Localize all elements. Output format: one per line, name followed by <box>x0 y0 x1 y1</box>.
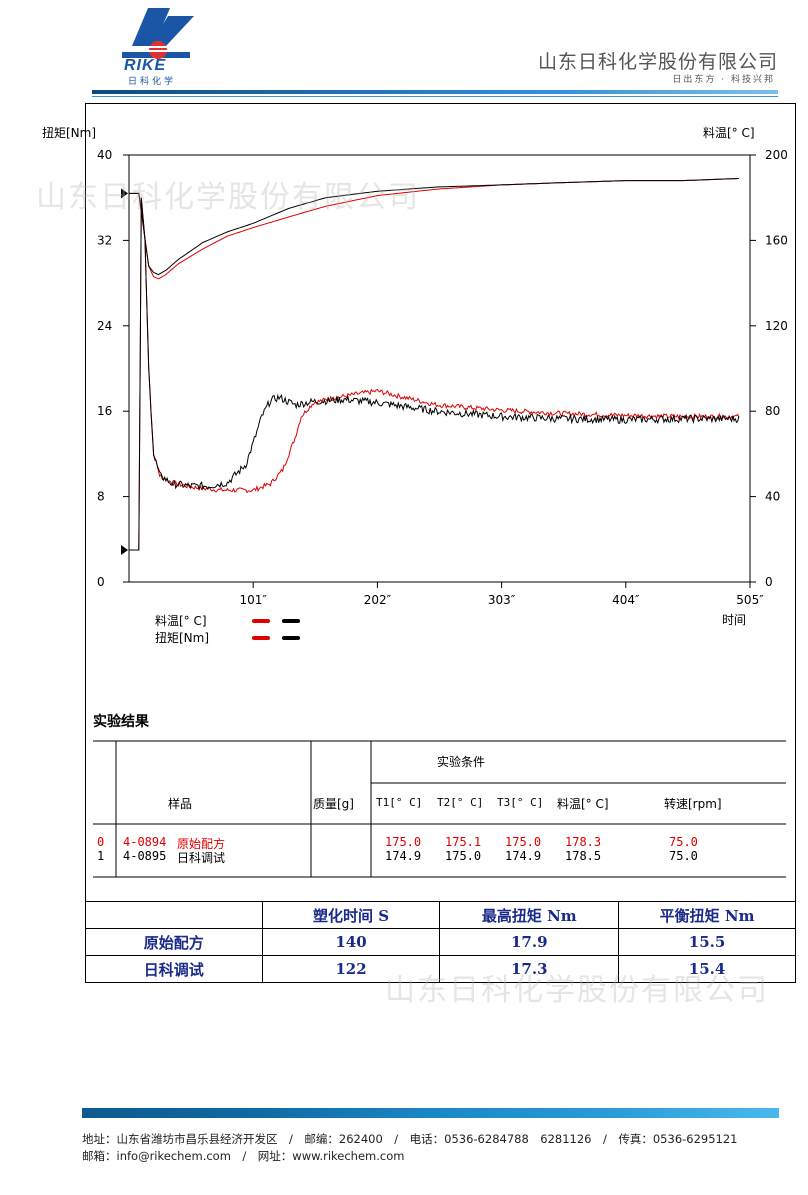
legend-temp-label: 料温[° C] <box>155 614 207 628</box>
x-tick-label: 101″ <box>240 593 268 607</box>
col-speed: 转速[rpm] <box>664 797 722 811</box>
x-tick-label: 505″ <box>736 593 764 607</box>
footer-address: 地址：山东省潍坊市昌乐县经济开发区 / 邮编：262400 / 电话：0536-… <box>82 1132 738 1146</box>
exp-row-speed: 75.0 <box>669 835 698 849</box>
x-axis-title: 时间 <box>722 613 747 627</box>
col-t3: T3[° C] <box>497 796 544 809</box>
left-tick-label: 0 <box>97 575 105 589</box>
right-tick-label: 0 <box>765 575 773 589</box>
legend-swatch-temp-red <box>252 619 270 623</box>
legend-swatch-temp-black <box>282 619 300 623</box>
summary-row: 原始配方 140 17.9 15.5 <box>85 928 796 956</box>
company-name: 山东日科化学股份有限公司 <box>537 51 778 73</box>
exp-row-t3: 175.0 <box>505 835 542 849</box>
header-rule <box>92 90 778 94</box>
summary-cell: 15.4 <box>618 955 796 983</box>
col-sample: 样品 <box>168 797 193 811</box>
header-rule-thin <box>92 96 778 97</box>
cond-header: 实验条件 <box>437 755 486 769</box>
legend-torque-label: 扭矩[Nm] <box>155 631 210 645</box>
exp-row-speed: 75.0 <box>669 849 698 863</box>
summary-cell: 15.5 <box>618 928 796 956</box>
exp-row-name: 日科调试 <box>177 851 226 865</box>
exp-row-idx: 0 <box>97 835 105 849</box>
exp-row-temp: 178.3 <box>565 835 602 849</box>
summary-header-cell: 塑化时间 S <box>261 901 441 929</box>
torque-line-black <box>129 197 740 551</box>
right-axis-title: 料温[° C] <box>703 126 755 140</box>
x-tick-label: 404″ <box>612 593 640 607</box>
company-slogan: 日出东方 · 科技兴邦 <box>672 75 775 85</box>
left-tick-label: 24 <box>97 319 112 333</box>
summary-cell: 140 <box>261 928 441 956</box>
right-tick-label: 120 <box>765 319 788 333</box>
summary-cell: 原始配方 <box>85 928 263 956</box>
exp-row-0: 0 4-0894 原始配方 175.0 175.1 175.0 178.3 75… <box>97 835 787 851</box>
col-t1: T1[° C] <box>376 796 423 809</box>
summary-table: 塑化时间 S 最高扭矩 Nm 平衡扭矩 Nm 原始配方 140 17.9 15.… <box>85 901 796 983</box>
legend-swatch-torque-black <box>282 636 300 640</box>
right-tick-label: 40 <box>765 490 780 504</box>
logo-subtitle: 日科化学 <box>128 77 177 87</box>
logo-word: RIKE <box>124 57 167 74</box>
right-tick-label: 200 <box>765 148 788 162</box>
experiment-title: 实验结果 <box>93 714 149 730</box>
summary-header-cell: 平衡扭矩 Nm <box>618 901 796 929</box>
summary-cell: 122 <box>261 955 441 983</box>
exp-row-t1: 175.0 <box>385 835 422 849</box>
exp-row-t1: 174.9 <box>385 849 422 863</box>
header: RIKE 日科化学 山东日科化学股份有限公司 日出东方 · 科技兴邦 <box>0 0 808 100</box>
summary-cell: 17.9 <box>439 928 620 956</box>
temp-start-marker-icon <box>121 188 128 199</box>
x-tick-label: 303″ <box>488 593 516 607</box>
watermark-bottom: 山东日科化学股份有限公司 <box>385 973 769 1008</box>
summary-row: 日科调试 122 17.3 15.4 <box>85 955 796 983</box>
temperature-line-black <box>129 178 739 276</box>
left-tick-label: 40 <box>97 148 112 162</box>
watermark-top: 山东日科化学股份有限公司 <box>36 180 420 215</box>
exp-row-id: 4-0894 <box>123 835 167 849</box>
summary-header-row: 塑化时间 S 最高扭矩 Nm 平衡扭矩 Nm <box>85 901 796 929</box>
left-axis-title: 扭矩[Nm] <box>42 126 97 140</box>
left-tick-label: 16 <box>97 404 112 418</box>
summary-header-cell <box>85 901 263 929</box>
footer-rule <box>82 1108 779 1118</box>
exp-row-t3: 174.9 <box>505 849 542 863</box>
left-tick-label: 32 <box>97 233 112 247</box>
legend-swatch-torque-red <box>252 636 270 640</box>
right-tick-label: 80 <box>765 404 780 418</box>
torque-line-red <box>129 197 740 551</box>
plot-frame <box>128 154 751 583</box>
summary-header-cell: 最高扭矩 Nm <box>439 901 620 929</box>
legend-swatches <box>252 619 300 640</box>
torque-start-marker-icon <box>121 544 128 555</box>
exp-row-id: 4-0895 <box>123 849 167 863</box>
x-tick-label: 202″ <box>364 593 392 607</box>
experiment-table-lines <box>93 740 786 878</box>
footer-contact: 邮箱：info@rikechem.com / 网址：www.rikechem.c… <box>82 1149 405 1163</box>
summary-cell: 日科调试 <box>85 955 263 983</box>
col-mass: 质量[g] <box>313 797 354 811</box>
left-tick-label: 8 <box>97 490 105 504</box>
exp-row-1: 1 4-0895 日科调试 174.9 175.0 174.9 178.5 75… <box>97 849 787 865</box>
col-temp: 料温[° C] <box>557 797 609 811</box>
col-t2: T2[° C] <box>437 796 484 809</box>
exp-row-idx: 1 <box>97 849 105 863</box>
exp-row-t2: 175.1 <box>445 835 482 849</box>
exp-row-temp: 178.5 <box>565 849 602 863</box>
exp-row-t2: 175.0 <box>445 849 482 863</box>
logo-mark-icon <box>122 8 194 59</box>
right-tick-label: 160 <box>765 233 788 247</box>
exp-row-name: 原始配方 <box>177 837 226 851</box>
report-frame <box>85 103 796 983</box>
